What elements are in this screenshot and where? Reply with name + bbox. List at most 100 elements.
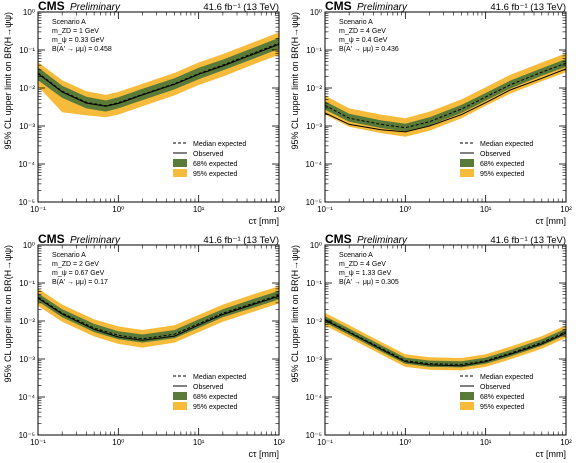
param-label: B(A′ → μμ) = 0.17	[52, 279, 108, 286]
preliminary-label: Preliminary	[357, 2, 408, 13]
y-tick-label: 10⁻²	[19, 84, 35, 93]
legend-label: Observed	[480, 151, 510, 158]
legend-label: Median expected	[193, 374, 246, 381]
x-tick-label: 10⁻¹	[317, 205, 333, 214]
y-tick-label: 10⁻¹	[19, 46, 35, 55]
x-tick-label: 10⁻¹	[30, 205, 46, 214]
band-68-expected	[38, 290, 279, 343]
y-tick-label: 10⁰	[23, 8, 35, 17]
y-tick-label: 10⁻⁴	[305, 160, 322, 169]
preliminary-label: Preliminary	[70, 2, 121, 13]
x-tick-label: 10⁰	[112, 205, 124, 214]
scenario-label: Scenario A	[339, 252, 373, 259]
x-tick-label: 10⁰	[112, 438, 124, 447]
band-68-expected	[325, 59, 566, 132]
y-tick-label: 10⁻¹	[306, 279, 322, 288]
preliminary-label: Preliminary	[70, 235, 121, 246]
chart-panel-1: 10⁻¹ 10⁰ 10¹ 10² 10⁻⁵ 10⁻⁴ 10⁻³ 10⁻² 10⁻¹ 10⁰ cτ […	[3, 0, 285, 226]
legend-95-swatch	[173, 169, 187, 177]
preliminary-label: Preliminary	[357, 235, 408, 246]
y-tick-label: 10⁻⁴	[305, 393, 322, 402]
y-tick-label: 10⁰	[23, 241, 35, 250]
cms-label: CMS	[38, 232, 65, 246]
legend-label: 68% expected	[193, 394, 237, 401]
observed-line	[38, 295, 279, 341]
legend-68-swatch	[173, 159, 187, 167]
y-tick-label: 10⁻²	[306, 84, 322, 93]
param-label: m_ψ = 1.33 GeV	[339, 270, 392, 277]
lumi-label: 41.6 fb⁻¹ (13 TeV)	[490, 2, 566, 13]
legend-68-swatch	[460, 392, 474, 400]
legend-label: 95% expected	[480, 404, 524, 411]
param-label: B(A′ → μμ) = 0.436	[339, 46, 399, 53]
param-label: m_ZD = 2 GeV	[52, 261, 99, 268]
legend-label: Observed	[193, 151, 223, 158]
cms-label: CMS	[325, 0, 352, 13]
legend-label: 68% expected	[480, 394, 524, 401]
legend-label: Median expected	[480, 141, 533, 148]
plot-frame	[37, 11, 280, 203]
y-axis-label: 95% CL upper limit on BR(H→ψψ)	[3, 12, 13, 150]
x-tick-label: 10²	[273, 438, 285, 447]
lumi-label: 41.6 fb⁻¹ (13 TeV)	[490, 235, 566, 246]
param-label: B(A′ → μμ) = 0.305	[339, 279, 399, 286]
chart-panel-2: 10⁻¹ 10⁰ 10¹ 10² 10⁻⁵ 10⁻⁴ 10⁻³ 10⁻² 10⁻¹ 10⁰ cτ […	[290, 0, 572, 226]
x-tick-label: 10⁰	[399, 205, 411, 214]
param-label: m_ZD = 1 GeV	[52, 28, 99, 35]
x-tick-label: 10⁰	[399, 438, 411, 447]
scenario-label: Scenario A	[339, 19, 373, 26]
x-axis-label: cτ [mm]	[535, 216, 566, 226]
param-label: m_ZD = 4 GeV	[339, 261, 386, 268]
observed-line	[325, 68, 566, 133]
chart-panel-3: 10⁻¹ 10⁰ 10¹ 10² 10⁻⁵ 10⁻⁴ 10⁻³ 10⁻² 10⁻¹ 10⁰ cτ […	[3, 232, 285, 459]
chart-panel-4: 10⁻¹ 10⁰ 10¹ 10² 10⁻⁵ 10⁻⁴ 10⁻³ 10⁻² 10⁻¹ 10⁰ cτ […	[290, 232, 572, 459]
legend-label: Observed	[193, 384, 223, 391]
x-tick-label: 10¹	[480, 438, 492, 447]
y-tick-label: 10⁻⁵	[306, 431, 322, 440]
y-tick-label: 10⁻⁵	[19, 431, 35, 440]
y-tick-label: 10⁻⁵	[19, 198, 35, 207]
observed-line	[38, 43, 279, 107]
legend-68-swatch	[460, 159, 474, 167]
y-tick-label: 10⁻³	[306, 355, 322, 364]
x-tick-label: 10²	[273, 205, 285, 214]
median-expected-line	[38, 294, 279, 340]
band-95-expected	[38, 32, 279, 118]
y-tick-label: 10⁻³	[19, 355, 35, 364]
legend-label: Median expected	[480, 374, 533, 381]
median-expected-line	[325, 318, 566, 365]
y-tick-label: 10⁻¹	[19, 279, 35, 288]
x-tick-label: 10⁻¹	[317, 438, 333, 447]
x-tick-label: 10¹	[480, 205, 492, 214]
legend-95-swatch	[460, 169, 474, 177]
x-tick-label: 10⁻¹	[30, 438, 46, 447]
y-tick-label: 10⁻⁴	[18, 393, 35, 402]
legend-label: 95% expected	[193, 404, 237, 411]
legend-label: 68% expected	[193, 161, 237, 168]
y-tick-label: 10⁻²	[306, 317, 322, 326]
x-tick-label: 10¹	[193, 205, 205, 214]
x-tick-label: 10¹	[193, 438, 205, 447]
x-tick-label: 10²	[560, 205, 572, 214]
y-tick-label: 10⁰	[310, 241, 322, 250]
lumi-label: 41.6 fb⁻¹ (13 TeV)	[203, 235, 279, 246]
lumi-label: 41.6 fb⁻¹ (13 TeV)	[203, 2, 279, 13]
param-label: m_ZD = 4 GeV	[339, 28, 386, 35]
y-tick-label: 10⁻³	[19, 122, 35, 131]
x-axis-label: cτ [mm]	[248, 216, 279, 226]
y-tick-label: 10⁻⁵	[306, 198, 322, 207]
param-label: m_ψ = 0.67 GeV	[52, 270, 105, 277]
cms-label: CMS	[38, 0, 65, 13]
legend-label: 68% expected	[480, 161, 524, 168]
scenario-label: Scenario A	[52, 19, 86, 26]
x-tick-label: 10²	[560, 438, 572, 447]
plot-frame	[324, 11, 567, 203]
y-tick-label: 10⁻¹	[306, 46, 322, 55]
param-label: m_ψ = 0.33 GeV	[52, 37, 105, 44]
legend-label: Median expected	[193, 141, 246, 148]
legend-95-swatch	[173, 402, 187, 410]
legend-95-swatch	[460, 402, 474, 410]
legend-68-swatch	[173, 392, 187, 400]
legend-label: 95% expected	[480, 171, 524, 178]
